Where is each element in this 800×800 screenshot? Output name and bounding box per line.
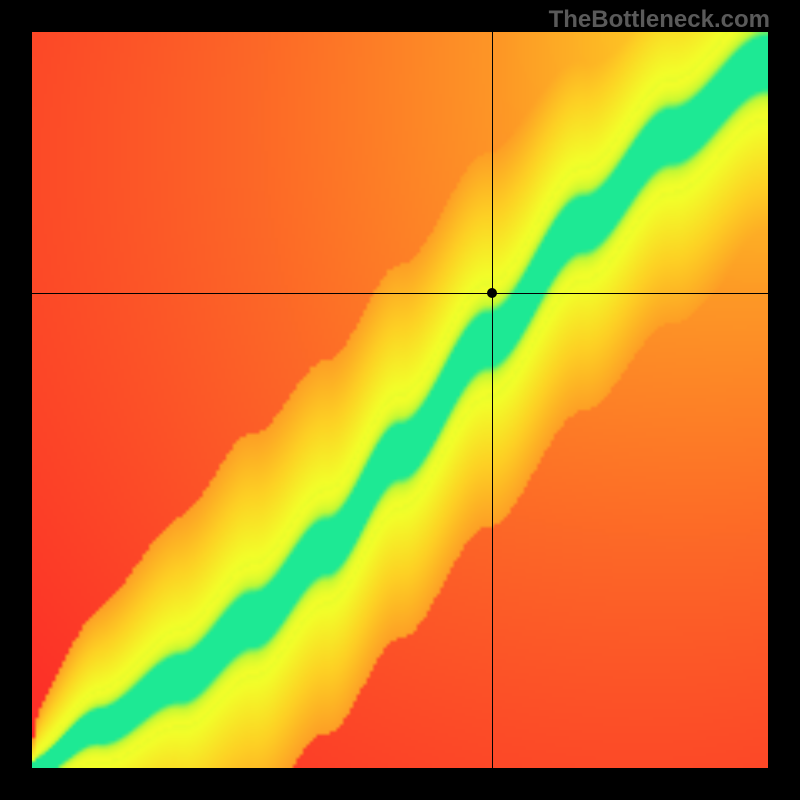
crosshair-marker — [487, 288, 497, 298]
watermark-text: TheBottleneck.com — [549, 6, 770, 34]
crosshair-vertical — [492, 32, 493, 768]
heatmap-plot — [32, 32, 768, 768]
heatmap-canvas — [32, 32, 768, 768]
crosshair-horizontal — [32, 293, 768, 294]
